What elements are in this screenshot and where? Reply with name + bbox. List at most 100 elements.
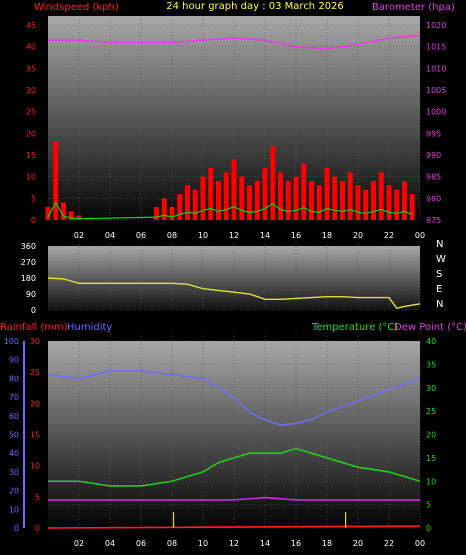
windspeed-bar — [347, 172, 353, 220]
wind-x-tick-label: 08 — [167, 231, 177, 240]
temp-x-tick-label: 02 — [74, 539, 84, 548]
temperature-axis-title: Temperature (°C) — [311, 322, 398, 333]
windspeed-bar — [278, 172, 283, 220]
temperature-tick-label: 20 — [426, 431, 436, 440]
humidity-tick-label: 0 — [14, 524, 19, 533]
windspeed-tick-label: 35 — [26, 64, 36, 73]
windspeed-bar — [231, 159, 237, 220]
wind-x-tick-label: 22 — [384, 231, 394, 240]
rainfall-tick-label: 10 — [30, 462, 40, 471]
temp-x-tick-label: 22 — [384, 539, 394, 548]
humidity-tick-label: 20 — [9, 487, 19, 496]
windspeed-bar — [285, 181, 291, 220]
barometer-tick-label: 980 — [426, 194, 441, 203]
temperature-tick-label: 25 — [426, 407, 436, 416]
compass-label: S — [436, 269, 442, 280]
rainfall-tick-label: 20 — [30, 399, 40, 408]
windspeed-bar — [270, 146, 276, 220]
windspeed-bar — [371, 181, 376, 220]
compass-label: N — [436, 239, 443, 250]
direction-tick-label: 180 — [21, 274, 36, 283]
windspeed-bar — [386, 185, 392, 220]
temperature-tick-label: 15 — [426, 454, 436, 463]
direction-tick-label: 90 — [26, 290, 36, 299]
windspeed-bar — [355, 185, 361, 220]
windspeed-tick-label: 25 — [26, 108, 36, 117]
windspeed-bar — [402, 181, 407, 220]
humidity-tick-label: 50 — [9, 431, 19, 440]
wind-x-tick-label: 18 — [322, 231, 332, 240]
windspeed-tick-label: 20 — [26, 129, 36, 138]
direction-tick-label: 270 — [21, 258, 36, 267]
wind-x-tick-label: 12 — [229, 231, 239, 240]
windspeed-bar — [324, 168, 330, 220]
windspeed-bar — [239, 176, 245, 220]
windspeed-bar — [293, 176, 299, 220]
windspeed-bar — [61, 202, 66, 220]
rainfall-line — [47, 525, 421, 529]
barometer-tick-label: 990 — [426, 151, 441, 160]
temperature-tick-label: 40 — [426, 337, 436, 346]
windspeed-bar — [363, 189, 369, 220]
barometer-tick-label: 1005 — [426, 86, 446, 95]
humidity-tick-label: 90 — [9, 356, 19, 365]
rainfall-tick-label: 0 — [35, 524, 40, 533]
windspeed-axis-title: Windspeed (kph) — [34, 2, 119, 13]
humidity-tick-label: 60 — [9, 412, 19, 421]
compass-label: E — [436, 284, 442, 295]
windspeed-bar — [185, 185, 190, 220]
windspeed-tick-label: 40 — [26, 43, 36, 52]
direction-tick-label: 0 — [31, 306, 36, 315]
windspeed-bar — [200, 176, 206, 220]
wind-x-tick-label: 16 — [291, 231, 301, 240]
wind-average-line — [47, 201, 413, 220]
compass-label: W — [436, 254, 446, 265]
windspeed-bar — [154, 207, 159, 220]
temperature-tick-label: 35 — [426, 360, 436, 369]
windspeed-bar — [45, 207, 51, 220]
barometer-tick-label: 1000 — [426, 108, 446, 117]
barometer-tick-label: 985 — [426, 173, 441, 182]
barometer-tick-label: 1010 — [426, 64, 446, 73]
rainfall-tick-label: 15 — [30, 431, 40, 440]
wind-x-tick-label: 14 — [260, 231, 270, 240]
temp-x-tick-label: 10 — [198, 539, 208, 548]
windspeed-bar — [394, 189, 400, 220]
barometer-line — [48, 35, 421, 50]
temp-x-tick-label: 00 — [415, 539, 425, 548]
windspeed-bar — [378, 172, 384, 220]
windspeed-tick-label: 5 — [31, 194, 36, 203]
temp-x-tick-label: 06 — [136, 539, 146, 548]
windspeed-bar — [309, 181, 314, 220]
dewpoint-axis-title: Dew Point (°C) — [394, 322, 466, 333]
wind-x-tick-label: 20 — [353, 231, 363, 240]
humidity-tick-label: 80 — [9, 374, 19, 383]
humidity-tick-label: 30 — [9, 468, 19, 477]
windspeed-bar — [161, 198, 167, 220]
dewpoint-line — [48, 496, 420, 501]
windspeed-bar — [332, 176, 338, 220]
temp-x-tick-label: 20 — [353, 539, 363, 548]
temperature-line — [48, 447, 421, 487]
windspeed-bar — [192, 189, 198, 220]
temp-x-tick-label: 16 — [291, 539, 301, 548]
wind-x-tick-label: 06 — [136, 231, 146, 240]
wind-x-tick-label: 00 — [415, 231, 425, 240]
windspeed-bar — [76, 215, 82, 220]
windspeed-bar — [262, 168, 268, 220]
temperature-tick-label: 10 — [426, 477, 436, 486]
windspeed-tick-label: 30 — [26, 86, 36, 95]
windspeed-tick-label: 45 — [26, 21, 36, 30]
compass-label: N — [436, 299, 443, 310]
wind-x-tick-label: 10 — [198, 231, 208, 240]
barometer-tick-label: 1015 — [426, 43, 446, 52]
windspeed-bar — [177, 194, 183, 220]
humidity-tick-label: 100 — [4, 337, 19, 346]
windspeed-tick-label: 0 — [31, 216, 36, 225]
rainfall-axis-title: Rainfall (mm) — [0, 322, 68, 333]
windspeed-bar — [216, 181, 221, 220]
wind-x-tick-label: 02 — [74, 231, 84, 240]
windspeed-bar — [68, 211, 74, 220]
humidity-axis-title: Humidity — [67, 322, 112, 333]
